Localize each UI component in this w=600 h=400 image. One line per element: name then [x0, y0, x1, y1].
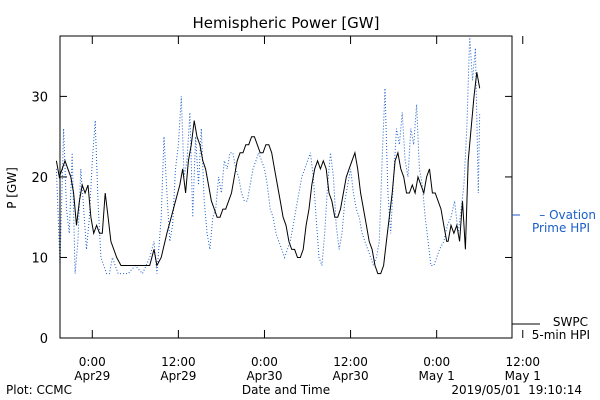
x-tick-date-0: Apr29	[74, 369, 110, 383]
x-tick-time-5: 12:00	[505, 355, 540, 369]
y-tick-label-1: 10	[31, 251, 48, 266]
y-tick-label-3: 30	[31, 90, 48, 105]
footer-timestamp: 2019/05/01 19:10:14	[451, 383, 582, 397]
y-axis: 0 10 20 30	[31, 90, 512, 347]
x-tick-date-2: Apr30	[246, 369, 282, 383]
legend-swpc-label-2: 5-min HPI	[532, 328, 590, 342]
x-tick-date-5: May 1	[505, 369, 541, 383]
series-ovation-line	[55, 35, 481, 275]
plot-frame	[59, 35, 513, 339]
x-axis: 0:00Apr2912:00Apr290:00Apr3012:00Apr300:…	[74, 36, 541, 383]
y-tick-label-0: 0	[40, 332, 48, 347]
x-tick-time-2: 0:00	[251, 355, 278, 369]
x-tick-time-0: 0:00	[79, 355, 106, 369]
x-tick-date-4: May 1	[419, 369, 455, 383]
legend-swpc-label-1: SWPC	[553, 315, 588, 329]
legend-ovation-label-1: – Ovation	[539, 208, 596, 222]
x-tick-time-1: 12:00	[161, 355, 196, 369]
x-tick-date-1: Apr29	[160, 369, 196, 383]
plot-area	[55, 35, 481, 275]
y-axis-label: P [GW]	[5, 167, 19, 209]
y-tick-label-2: 20	[31, 171, 48, 186]
series-swpc-line	[55, 72, 481, 275]
x-tick-time-4: 0:00	[423, 355, 450, 369]
x-tick-date-3: Apr30	[333, 369, 369, 383]
legend-ovation-label-2: Prime HPI	[532, 221, 590, 235]
footer-credit: Plot: CCMC	[6, 383, 72, 397]
chart-title: Hemispheric Power [GW]	[193, 14, 380, 32]
x-tick-time-3: 12:00	[333, 355, 368, 369]
x-axis-label: Date and Time	[242, 383, 330, 397]
